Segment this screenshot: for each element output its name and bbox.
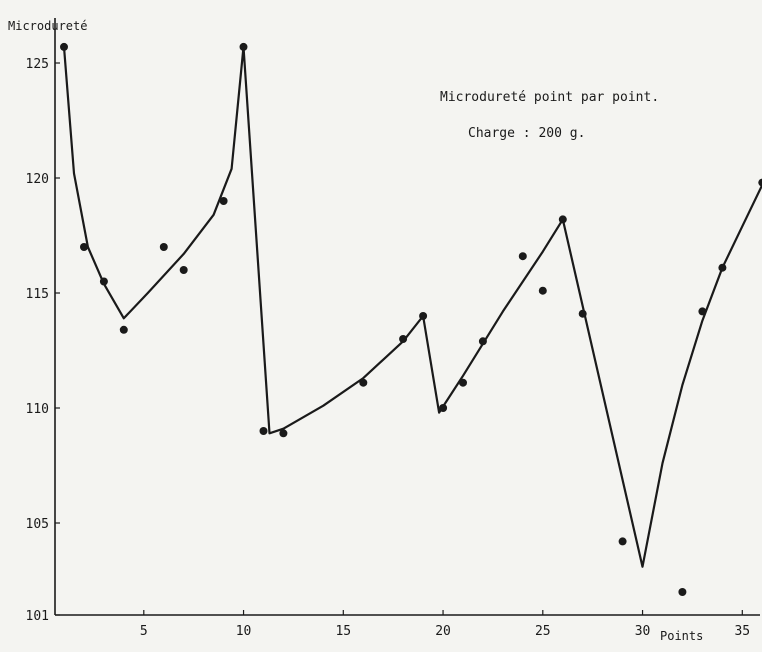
data-point bbox=[538, 286, 547, 295]
data-point bbox=[459, 378, 467, 387]
series-lines bbox=[62, 45, 762, 568]
x-tick-label: 30 bbox=[635, 624, 651, 639]
x-axis-title: Points bbox=[660, 629, 703, 643]
y-tick-label: 115 bbox=[26, 287, 49, 302]
data-point bbox=[279, 429, 288, 438]
x-tick-label: 10 bbox=[236, 624, 252, 639]
data-point bbox=[618, 537, 627, 546]
x-tick-label: 5 bbox=[140, 624, 148, 639]
data-point bbox=[578, 309, 587, 318]
y-tick-label: 101 bbox=[26, 609, 49, 624]
y-axis-title: Microdureté bbox=[8, 19, 87, 33]
data-point bbox=[718, 263, 727, 272]
y-tick-label: 125 bbox=[26, 57, 49, 72]
data-point bbox=[399, 335, 408, 343]
data-point bbox=[439, 404, 448, 412]
y-tick-label: 110 bbox=[26, 402, 49, 417]
series-points bbox=[60, 42, 762, 596]
x-tick-label: 35 bbox=[734, 624, 750, 639]
data-point bbox=[239, 42, 248, 51]
data-point bbox=[159, 243, 168, 251]
data-point bbox=[698, 307, 707, 316]
x-tick-label: 15 bbox=[335, 624, 351, 639]
tick-labels: 5 10 15 20 25 30 35 101 105 110 115 120 125 bbox=[26, 57, 751, 639]
data-point bbox=[478, 337, 487, 346]
x-tick-label: 25 bbox=[535, 624, 551, 639]
data-point bbox=[558, 215, 567, 224]
data-point bbox=[419, 312, 428, 320]
data-point bbox=[99, 277, 108, 286]
data-point bbox=[60, 42, 68, 51]
data-point bbox=[678, 588, 687, 596]
y-tick-label: 120 bbox=[26, 172, 49, 187]
data-point bbox=[80, 243, 88, 251]
fitted-curve bbox=[62, 45, 762, 568]
chart-annotation-title: Microdureté point par point. bbox=[440, 90, 659, 105]
y-tick-label: 105 bbox=[26, 517, 49, 532]
chart-annotation-load: Charge : 200 g. bbox=[468, 126, 585, 141]
data-point bbox=[259, 427, 268, 435]
axes bbox=[54, 18, 760, 616]
data-point bbox=[119, 325, 128, 334]
data-point bbox=[359, 378, 368, 387]
data-point bbox=[179, 266, 188, 274]
data-point bbox=[219, 197, 228, 205]
data-point bbox=[758, 178, 762, 187]
data-point bbox=[518, 252, 527, 261]
x-tick-label: 20 bbox=[435, 624, 451, 639]
